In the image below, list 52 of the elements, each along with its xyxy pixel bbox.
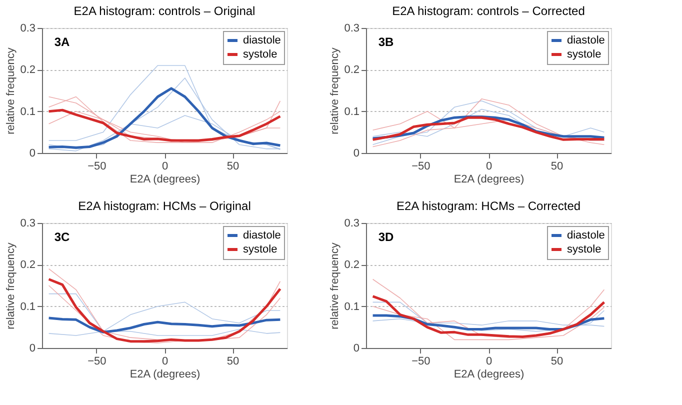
y-axis-title: relative frequency xyxy=(5,242,18,330)
annotation: 3B xyxy=(378,35,394,49)
y-axis-title: relative frequency xyxy=(5,47,18,134)
x-tick-label: 50 xyxy=(550,160,564,172)
x-tick-label: −50 xyxy=(412,160,430,172)
legend-label: diastole xyxy=(243,230,281,242)
x-tick-label: 50 xyxy=(550,356,564,368)
y-tick-label: 0.1 xyxy=(344,106,360,118)
x-axis-title: E2A (degrees) xyxy=(130,368,200,380)
x-tick-label: −50 xyxy=(88,160,106,172)
y-tick-label: 0 xyxy=(29,148,36,160)
x-tick-label: 0 xyxy=(162,160,168,172)
legend-label: systole xyxy=(243,244,278,256)
chart-title: E2A histogram: controls – Corrected xyxy=(392,4,585,18)
y-tick-label: 0 xyxy=(353,148,360,160)
annotation: 3C xyxy=(54,230,70,244)
y-tick-label: 0 xyxy=(353,342,360,354)
x-tick-label: 50 xyxy=(226,356,240,368)
y-tick-label: 0.3 xyxy=(344,22,360,34)
chart-title: E2A histogram: HCMs – Corrected xyxy=(396,199,581,213)
y-tick-label: 0.3 xyxy=(20,22,36,34)
y-tick-label: 0 xyxy=(29,342,36,354)
y-tick-label: 0.1 xyxy=(20,300,36,313)
legend-label: systole xyxy=(243,48,278,60)
annotation: 3A xyxy=(54,35,70,49)
y-tick-label: 0.3 xyxy=(20,218,36,230)
legend-label: diastole xyxy=(567,230,605,242)
y-tick-label: 0.1 xyxy=(344,300,360,313)
x-tick-label: −50 xyxy=(412,356,430,368)
y-axis-title: relative frequency xyxy=(329,242,342,330)
x-tick-label: 0 xyxy=(486,356,492,368)
annotation: 3D xyxy=(378,230,394,244)
y-tick-label: 0.2 xyxy=(20,259,36,272)
chart-title: E2A histogram: HCMs – Original xyxy=(78,199,251,213)
legend-label: systole xyxy=(567,244,602,256)
legend-label: diastole xyxy=(243,34,281,46)
x-tick-label: 0 xyxy=(162,356,168,368)
x-axis-title: E2A (degrees) xyxy=(130,174,200,186)
chart-title: E2A histogram: controls – Original xyxy=(74,4,256,18)
x-tick-label: −50 xyxy=(88,356,106,368)
y-tick-label: 0.1 xyxy=(20,106,36,118)
y-tick-label: 0.2 xyxy=(344,64,360,76)
x-axis-title: E2A (degrees) xyxy=(454,174,524,186)
y-tick-label: 0.2 xyxy=(344,259,360,272)
legend-label: diastole xyxy=(567,34,605,46)
y-axis-title: relative frequency xyxy=(329,47,342,134)
legend-label: systole xyxy=(567,48,602,60)
y-tick-label: 0.2 xyxy=(20,64,36,76)
x-tick-label: 0 xyxy=(486,160,492,172)
y-tick-label: 0.3 xyxy=(344,218,360,230)
x-axis-title: E2A (degrees) xyxy=(454,368,524,380)
x-tick-label: 50 xyxy=(226,160,240,172)
